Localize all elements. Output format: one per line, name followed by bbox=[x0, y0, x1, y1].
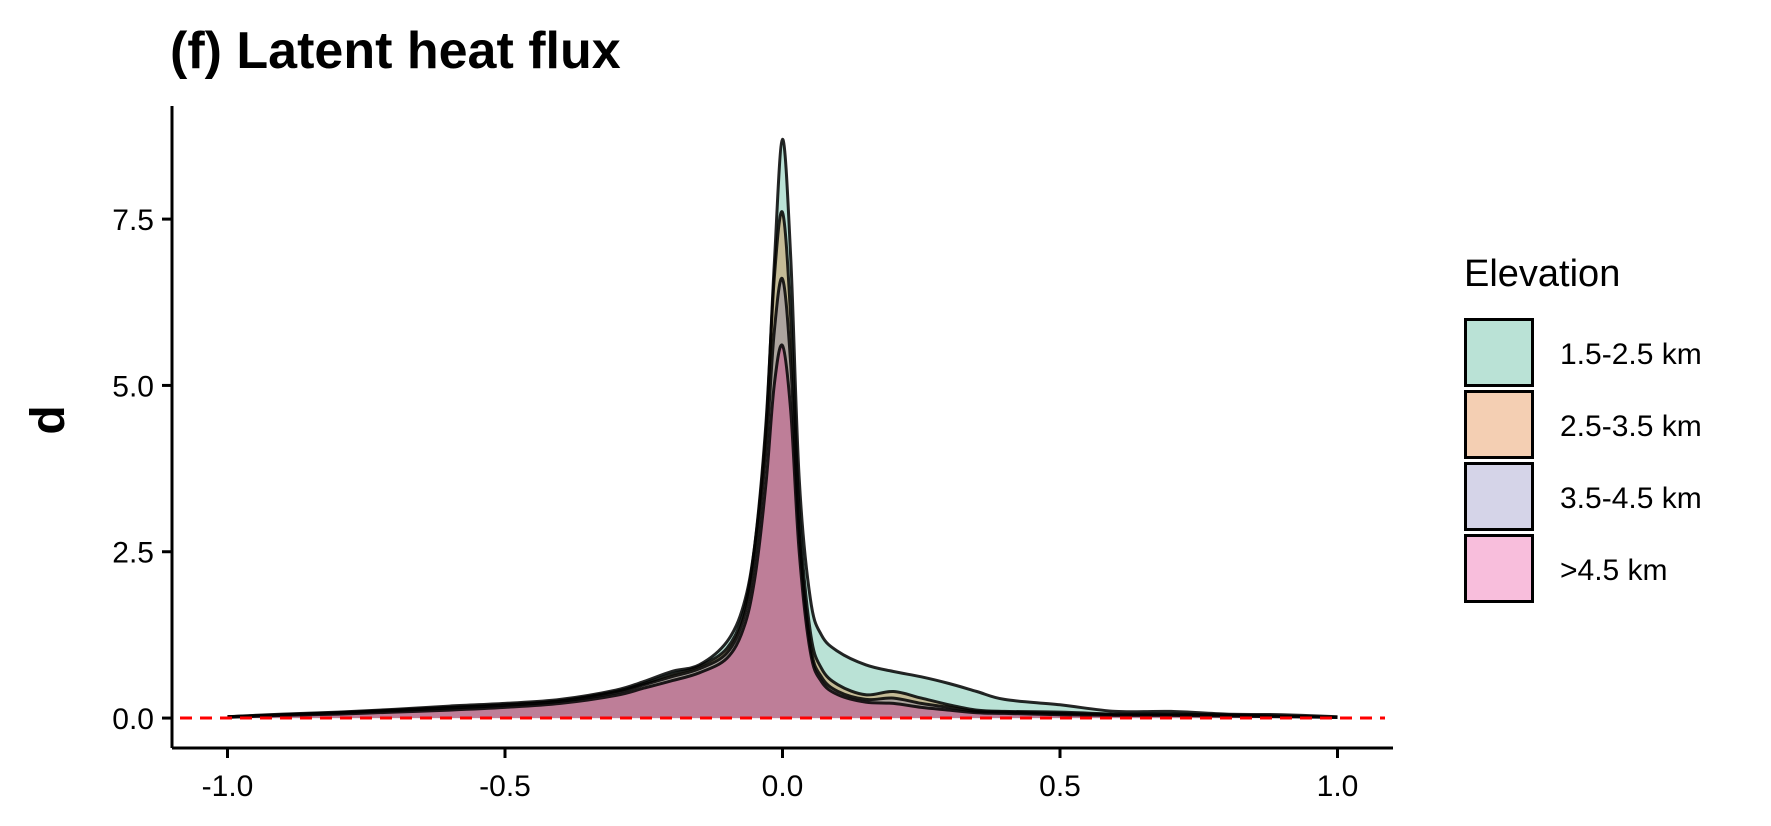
x-tick-label: -0.5 bbox=[479, 770, 531, 803]
density-area-3 bbox=[227, 278, 1338, 719]
legend-title: Elevation bbox=[1464, 253, 1620, 295]
density-area-1 bbox=[227, 139, 1338, 719]
legend-swatch-4 bbox=[1464, 534, 1534, 603]
legend-swatch-1 bbox=[1464, 318, 1534, 387]
x-tick-label: 0.5 bbox=[1039, 770, 1081, 803]
density-area-4 bbox=[227, 344, 1338, 719]
legend-label-1: 1.5-2.5 km bbox=[1560, 338, 1702, 371]
x-tick-label: 0.0 bbox=[762, 770, 804, 803]
legend-key-bg bbox=[1465, 535, 1533, 602]
legend-key-bg bbox=[1465, 391, 1533, 458]
y-tick-label: 2.5 bbox=[112, 537, 154, 570]
legend-key-bg bbox=[1465, 319, 1533, 386]
legend-key-bg bbox=[1465, 463, 1533, 530]
x-tick-label: 1.0 bbox=[1317, 770, 1359, 803]
chart-title: (f) Latent heat flux bbox=[170, 22, 621, 80]
y-tick-label: 7.5 bbox=[112, 204, 154, 237]
legend-swatch-2 bbox=[1464, 390, 1534, 459]
y-tick-label: 0.0 bbox=[112, 703, 154, 736]
legend: Elevation 1.5-2.5 km 2.5-3.5 km 3.5-4.5 km… bbox=[1464, 253, 1702, 603]
legend-label-4: >4.5 km bbox=[1560, 554, 1668, 587]
y-tick-label: 5.0 bbox=[112, 370, 154, 403]
legend-swatch-3 bbox=[1464, 462, 1534, 531]
axes: -1.0 -0.5 0.0 0.5 1.0 0.0 2.5 5.0 7.5 bbox=[112, 106, 1393, 803]
plot-area bbox=[180, 137, 1385, 720]
legend-label-3: 3.5-4.5 km bbox=[1560, 482, 1702, 515]
x-tick-label: -1.0 bbox=[202, 770, 254, 803]
density-area-2 bbox=[227, 211, 1338, 719]
legend-label-2: 2.5-3.5 km bbox=[1560, 410, 1702, 443]
y-axis-label: d bbox=[22, 405, 75, 434]
density-outline-4 bbox=[227, 343, 1338, 719]
